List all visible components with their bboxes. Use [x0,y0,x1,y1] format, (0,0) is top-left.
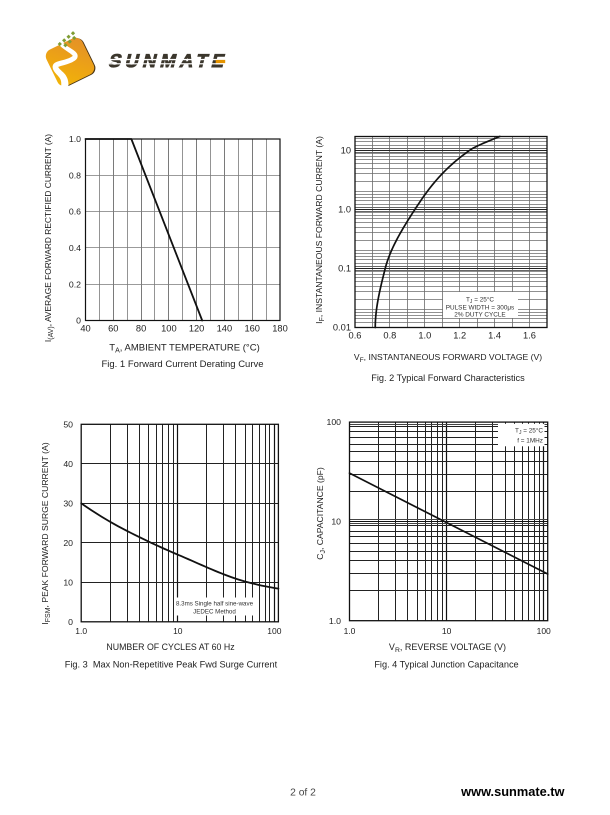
svg-text:TJ = 25°C: TJ = 25°C [466,296,494,306]
svg-text:1.0: 1.0 [75,626,87,636]
svg-text:0.8: 0.8 [69,170,81,180]
svg-text:120: 120 [189,324,205,334]
svg-text:1.6: 1.6 [523,331,536,341]
svg-text:JEDEC Method: JEDEC Method [193,609,236,616]
svg-text:8.3ms Single half sine-wave: 8.3ms Single half sine-wave [176,601,254,608]
svg-text:100: 100 [327,417,342,427]
svg-text:f = 1MHz: f = 1MHz [517,438,543,445]
svg-text:0.01: 0.01 [333,323,351,333]
svg-text:10: 10 [331,517,341,527]
svg-text:IFSM, PEAK FORWARD SURGE CURRE: IFSM, PEAK FORWARD SURGE CURRENT (A) [40,442,52,624]
svg-text:0.2: 0.2 [69,279,81,289]
svg-text:160: 160 [244,324,260,334]
svg-text:1.4: 1.4 [488,331,501,341]
svg-text:10: 10 [173,626,183,636]
svg-text:Fig. 2 Typical Forward Charact: Fig. 2 Typical Forward Characteristics [371,373,525,383]
svg-text:20: 20 [63,538,73,548]
svg-text:SUNMATE: SUNMATE [107,50,229,71]
svg-text:0: 0 [76,316,81,326]
svg-text:140: 140 [217,324,233,334]
svg-text:CJ, CAPACITANCE (pF): CJ, CAPACITANCE (pF) [315,467,327,560]
svg-text:www.sunmate.tw: www.sunmate.tw [460,784,564,799]
svg-text:VR, REVERSE VOLTAGE (V): VR, REVERSE VOLTAGE (V) [389,642,506,654]
svg-text:0.8: 0.8 [383,331,396,341]
svg-text:0.6: 0.6 [349,331,362,341]
svg-text:0.1: 0.1 [338,264,351,274]
svg-text:10: 10 [442,626,452,636]
svg-text:10: 10 [341,146,351,156]
svg-text:100: 100 [537,626,551,636]
svg-text:Fig. 4 Typical Junction Capaci: Fig. 4 Typical Junction Capacitance [374,660,518,670]
svg-text:40: 40 [63,459,73,469]
svg-text:1.2: 1.2 [453,331,466,341]
svg-text:0: 0 [68,617,73,627]
svg-text:TJ = 25°C: TJ = 25°C [515,427,543,437]
svg-text:Fig. 3 Max Non-Repetitive Pea: Fig. 3 Max Non-Repetitive Peak Fwd Surge… [65,660,278,670]
svg-text:100: 100 [161,324,177,334]
svg-text:Fig. 1 Forward Current Deratin: Fig. 1 Forward Current Derating Curve [101,359,263,370]
svg-text:0.4: 0.4 [69,243,81,253]
svg-text:2% DUTY CYCLE: 2% DUTY CYCLE [454,312,505,319]
svg-text:1.0: 1.0 [344,626,356,636]
svg-text:VF, INSTANTANEOUS FORWARD VOLT: VF, INSTANTANEOUS FORWARD VOLTAGE (V) [354,352,542,364]
svg-text:100: 100 [267,626,281,636]
svg-text:1.0: 1.0 [69,134,81,144]
svg-text:40: 40 [80,324,90,334]
svg-text:30: 30 [63,498,73,508]
svg-text:60: 60 [108,324,118,334]
svg-text:NUMBER OF CYCLES AT 60 Hz: NUMBER OF CYCLES AT 60 Hz [106,642,234,652]
svg-text:1.0: 1.0 [329,616,341,626]
svg-text:TA, AMBIENT TEMPERATURE (°C): TA, AMBIENT TEMPERATURE (°C) [109,342,259,354]
svg-text:I(AV), AVERAGE FORWARD RECTIFI: I(AV), AVERAGE FORWARD RECTIFIED CURRENT… [43,134,55,342]
svg-text:10: 10 [63,577,73,587]
svg-text:80: 80 [136,324,146,334]
svg-text:180: 180 [272,324,288,334]
svg-text:2 of 2: 2 of 2 [290,788,316,799]
svg-text:0.6: 0.6 [69,207,81,217]
svg-text:1.0: 1.0 [418,331,431,341]
svg-text:PULSE WIDTH = 300μs: PULSE WIDTH = 300μs [446,305,515,312]
svg-text:IF, INSTANTANEOUS FORWARD CURR: IF, INSTANTANEOUS FORWARD CURRENT (A) [314,136,326,324]
svg-text:50: 50 [63,419,73,429]
svg-text:1.0: 1.0 [338,205,351,215]
